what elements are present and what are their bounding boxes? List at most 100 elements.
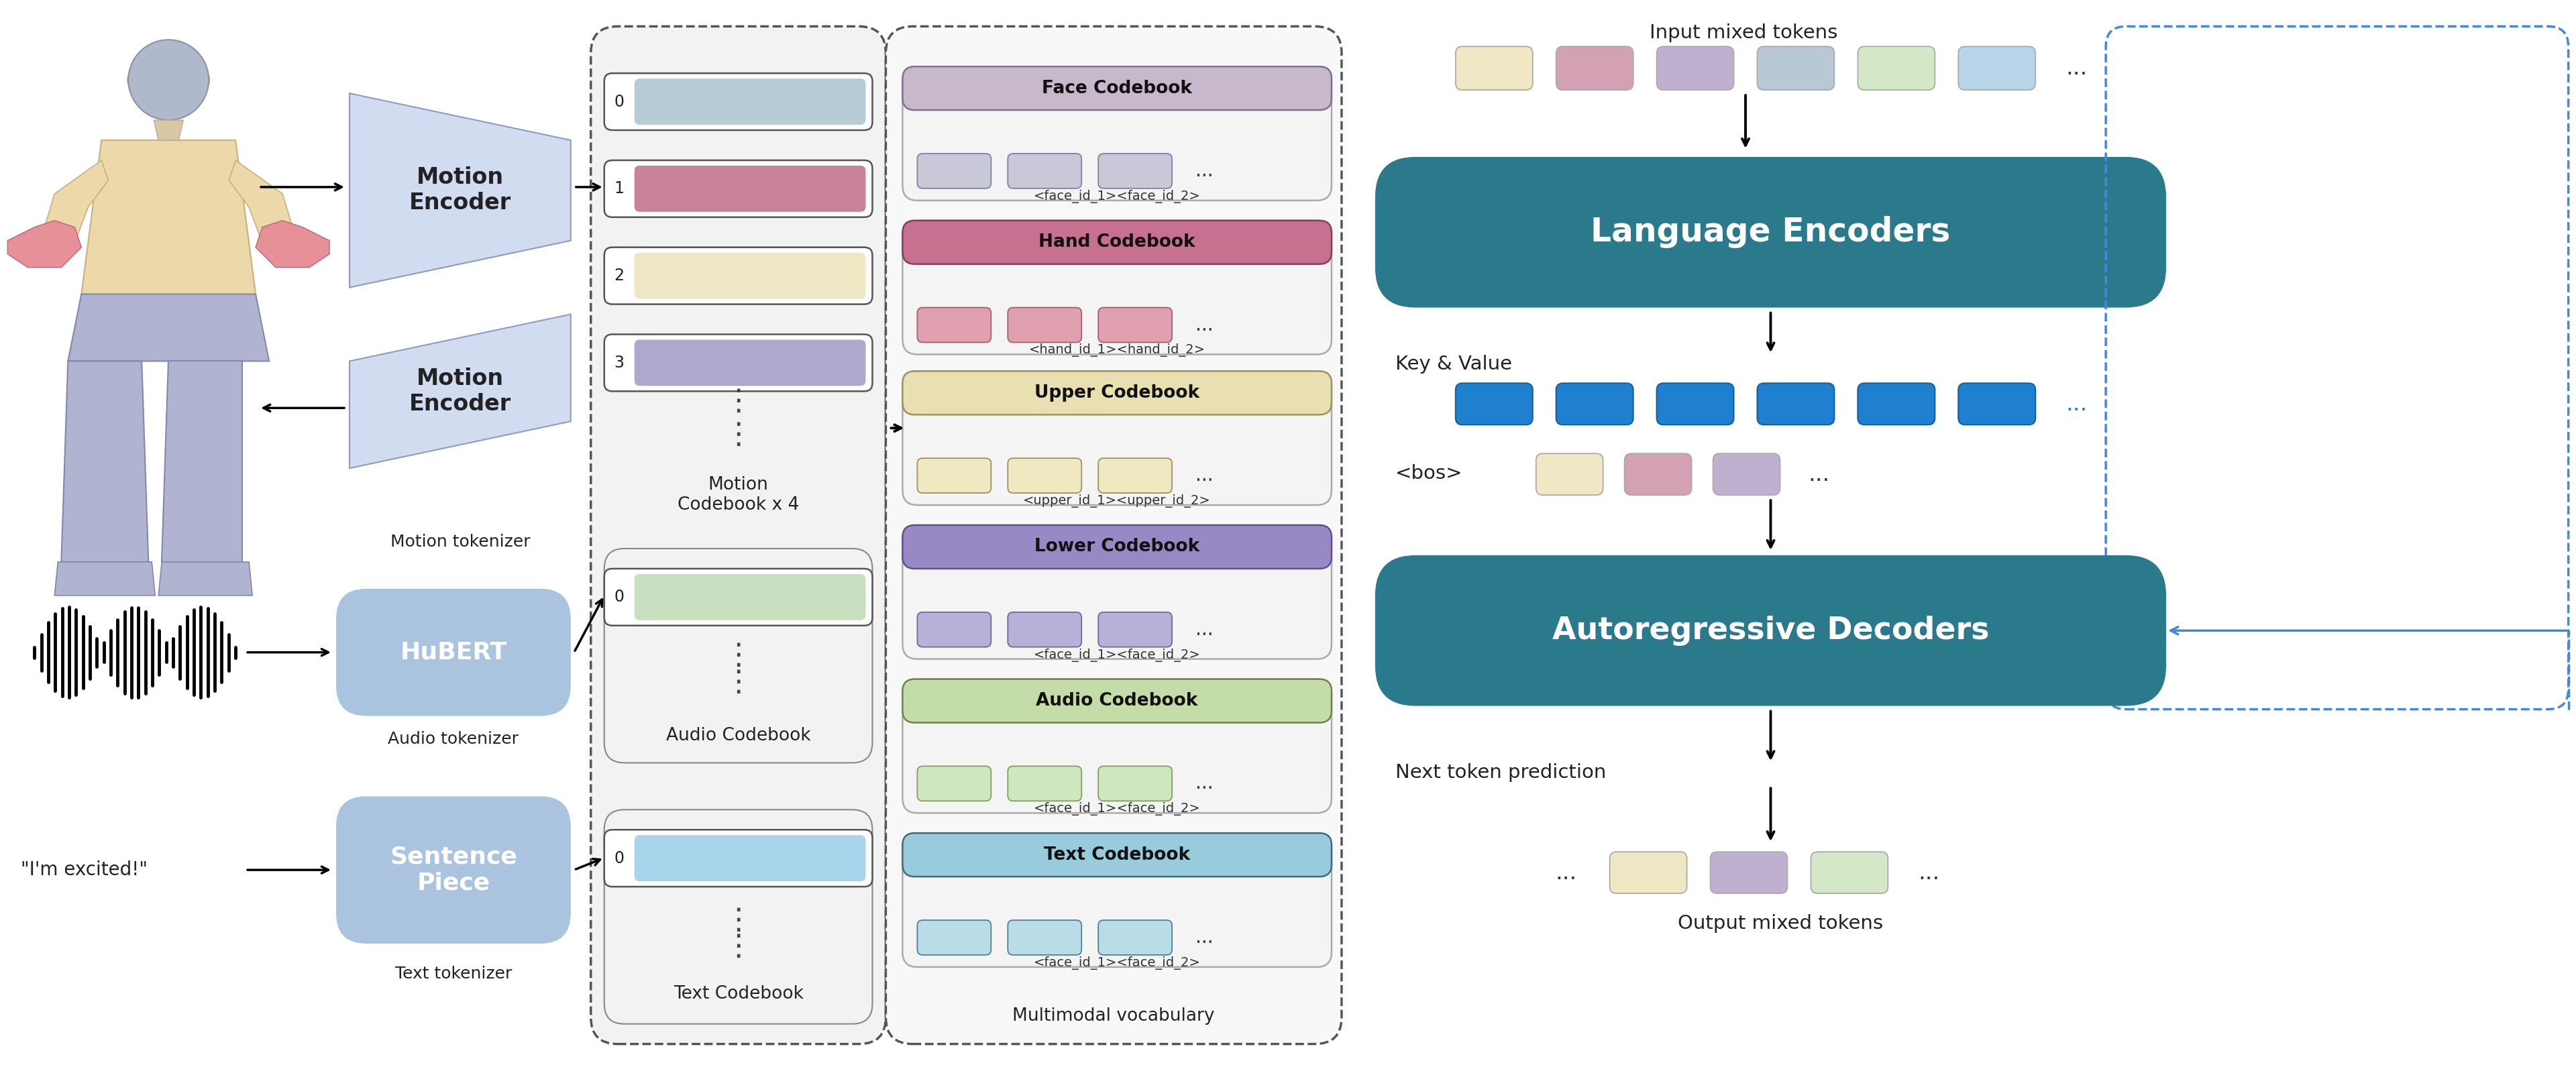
- Text: ...: ...: [1195, 466, 1213, 485]
- FancyBboxPatch shape: [1097, 458, 1172, 493]
- FancyBboxPatch shape: [1097, 766, 1172, 801]
- FancyBboxPatch shape: [1710, 852, 1788, 894]
- Text: ...: ...: [1195, 162, 1213, 180]
- Polygon shape: [350, 94, 572, 288]
- Text: ⋮: ⋮: [724, 641, 752, 670]
- FancyBboxPatch shape: [1097, 612, 1172, 646]
- Text: <bos>: <bos>: [1396, 464, 1463, 482]
- FancyBboxPatch shape: [917, 920, 992, 955]
- Text: Key & Value: Key & Value: [1396, 355, 1512, 374]
- FancyBboxPatch shape: [605, 160, 873, 217]
- Text: ⋮: ⋮: [724, 387, 752, 415]
- Text: Face Codebook: Face Codebook: [1041, 80, 1193, 97]
- FancyBboxPatch shape: [902, 679, 1332, 813]
- Polygon shape: [162, 361, 242, 562]
- FancyBboxPatch shape: [1625, 454, 1692, 495]
- Ellipse shape: [198, 70, 211, 89]
- Text: Autoregressive Decoders: Autoregressive Decoders: [1553, 616, 1989, 645]
- Text: Language Encoders: Language Encoders: [1592, 216, 1950, 248]
- FancyBboxPatch shape: [1007, 153, 1082, 189]
- Text: ...: ...: [1808, 463, 1829, 486]
- Text: 0: 0: [613, 850, 623, 866]
- FancyBboxPatch shape: [902, 679, 1332, 723]
- FancyBboxPatch shape: [902, 525, 1332, 659]
- Polygon shape: [160, 562, 252, 595]
- Text: Input mixed tokens: Input mixed tokens: [1649, 23, 1837, 43]
- FancyBboxPatch shape: [1455, 383, 1533, 425]
- FancyBboxPatch shape: [917, 308, 992, 342]
- Text: <face_id_1><face_id_2>: <face_id_1><face_id_2>: [1033, 190, 1200, 203]
- FancyBboxPatch shape: [605, 569, 873, 625]
- Text: <hand_id_1><hand_id_2>: <hand_id_1><hand_id_2>: [1028, 344, 1206, 357]
- Text: Audio Codebook: Audio Codebook: [667, 727, 811, 744]
- FancyBboxPatch shape: [634, 79, 866, 125]
- FancyBboxPatch shape: [605, 830, 873, 887]
- Text: 2: 2: [613, 267, 623, 283]
- FancyBboxPatch shape: [902, 220, 1332, 264]
- Polygon shape: [33, 160, 108, 261]
- Text: 3: 3: [613, 355, 623, 371]
- Text: ⋮: ⋮: [724, 668, 752, 697]
- FancyBboxPatch shape: [634, 835, 866, 882]
- FancyBboxPatch shape: [1376, 157, 2166, 308]
- Polygon shape: [350, 314, 572, 469]
- Text: ...: ...: [1195, 620, 1213, 639]
- Text: ⋮: ⋮: [724, 421, 752, 449]
- Ellipse shape: [126, 70, 139, 89]
- FancyBboxPatch shape: [1811, 852, 1888, 894]
- Text: Output mixed tokens: Output mixed tokens: [1677, 914, 1883, 933]
- FancyBboxPatch shape: [1610, 852, 1687, 894]
- FancyBboxPatch shape: [1455, 47, 1533, 89]
- Text: 0: 0: [613, 589, 623, 605]
- FancyBboxPatch shape: [917, 766, 992, 801]
- Text: Motion
Encoder: Motion Encoder: [410, 367, 510, 415]
- FancyBboxPatch shape: [634, 252, 866, 299]
- FancyBboxPatch shape: [886, 27, 1342, 1044]
- FancyBboxPatch shape: [1007, 766, 1082, 801]
- FancyBboxPatch shape: [1656, 47, 1734, 89]
- Text: Hand Codebook: Hand Codebook: [1038, 233, 1195, 251]
- FancyBboxPatch shape: [605, 548, 873, 763]
- Text: ...: ...: [1556, 862, 1577, 884]
- Text: Multimodal vocabulary: Multimodal vocabulary: [1012, 1007, 1216, 1025]
- Polygon shape: [82, 141, 255, 294]
- FancyBboxPatch shape: [1757, 47, 1834, 89]
- FancyBboxPatch shape: [1656, 383, 1734, 425]
- FancyBboxPatch shape: [605, 73, 873, 130]
- FancyBboxPatch shape: [1958, 383, 2035, 425]
- Text: <face_id_1><face_id_2>: <face_id_1><face_id_2>: [1033, 649, 1200, 661]
- FancyBboxPatch shape: [1097, 920, 1172, 955]
- FancyBboxPatch shape: [902, 220, 1332, 355]
- FancyBboxPatch shape: [917, 612, 992, 646]
- Text: ...: ...: [1195, 315, 1213, 334]
- FancyBboxPatch shape: [902, 372, 1332, 505]
- FancyBboxPatch shape: [605, 247, 873, 305]
- Text: Motion
Codebook x 4: Motion Codebook x 4: [677, 476, 799, 513]
- FancyBboxPatch shape: [1535, 454, 1602, 495]
- FancyBboxPatch shape: [917, 458, 992, 493]
- Text: Audio Codebook: Audio Codebook: [1036, 692, 1198, 709]
- Polygon shape: [67, 294, 268, 361]
- FancyBboxPatch shape: [1097, 153, 1172, 189]
- FancyBboxPatch shape: [1556, 47, 1633, 89]
- FancyBboxPatch shape: [634, 166, 866, 212]
- FancyBboxPatch shape: [1713, 454, 1780, 495]
- Text: Audio tokenizer: Audio tokenizer: [389, 732, 518, 748]
- FancyBboxPatch shape: [634, 340, 866, 386]
- Text: <face_id_1><face_id_2>: <face_id_1><face_id_2>: [1033, 802, 1200, 816]
- Text: ⋮: ⋮: [724, 905, 752, 935]
- FancyBboxPatch shape: [902, 525, 1332, 569]
- Text: Sentence
Piece: Sentence Piece: [389, 846, 518, 895]
- Text: Next token prediction: Next token prediction: [1396, 764, 1607, 782]
- Polygon shape: [8, 220, 82, 267]
- Text: "I'm excited!": "I'm excited!": [21, 861, 147, 880]
- FancyBboxPatch shape: [1958, 47, 2035, 89]
- Text: ...: ...: [1195, 774, 1213, 793]
- Text: <face_id_1><face_id_2>: <face_id_1><face_id_2>: [1033, 956, 1200, 970]
- Polygon shape: [62, 361, 149, 562]
- FancyBboxPatch shape: [917, 153, 992, 189]
- FancyBboxPatch shape: [902, 833, 1332, 967]
- Text: Text Codebook: Text Codebook: [672, 985, 804, 1002]
- Text: HuBERT: HuBERT: [399, 641, 507, 663]
- FancyBboxPatch shape: [1007, 308, 1082, 342]
